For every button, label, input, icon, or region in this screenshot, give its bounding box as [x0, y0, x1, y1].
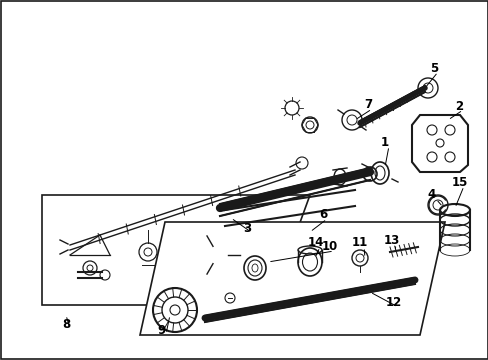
Polygon shape	[411, 115, 467, 172]
Polygon shape	[140, 222, 444, 335]
Polygon shape	[204, 278, 414, 322]
Polygon shape	[359, 86, 424, 127]
Text: 13: 13	[383, 234, 399, 247]
Circle shape	[170, 305, 180, 315]
Text: 12: 12	[385, 297, 401, 310]
Text: 1: 1	[380, 135, 388, 148]
Text: 7: 7	[363, 99, 371, 112]
Text: 14: 14	[307, 237, 324, 249]
Text: 8: 8	[62, 319, 70, 332]
Text: 3: 3	[243, 221, 250, 234]
Text: 5: 5	[429, 62, 437, 75]
Circle shape	[214, 251, 222, 259]
Text: 10: 10	[321, 240, 337, 253]
Polygon shape	[220, 168, 369, 216]
Text: 4: 4	[427, 189, 435, 202]
Text: 2: 2	[454, 99, 462, 112]
Text: 6: 6	[318, 208, 326, 221]
Polygon shape	[42, 195, 309, 305]
Text: 15: 15	[451, 175, 467, 189]
Text: 9: 9	[158, 324, 166, 337]
Text: 11: 11	[351, 237, 367, 249]
